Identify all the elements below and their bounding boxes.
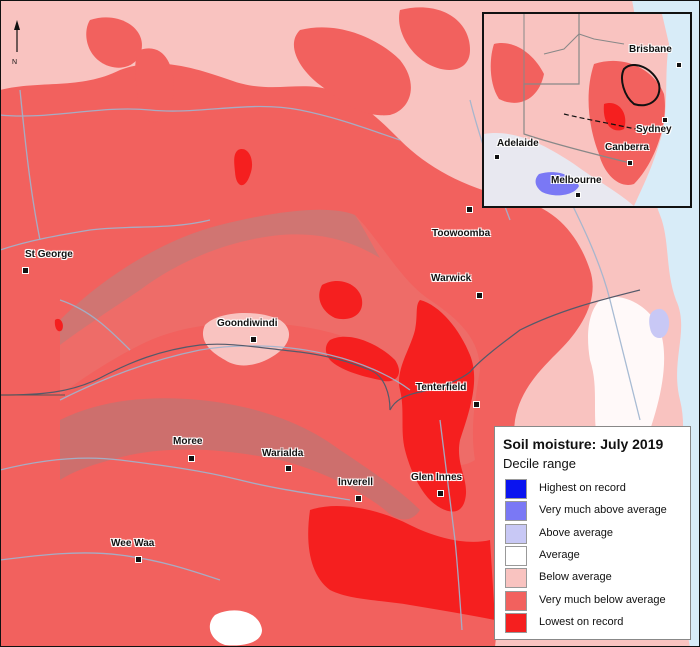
town-label-stgeorge: St George [25, 249, 73, 260]
inset-study-area-outline [621, 64, 661, 107]
legend-swatch-below [505, 568, 527, 588]
inset-map: Brisbane Adelaide Sydney Canberra Melbou… [482, 12, 692, 208]
legend-title: Soil moisture: July 2019 [503, 436, 664, 452]
legend-item-very-much-below: Very much below average [505, 591, 690, 611]
shadow-band-north [60, 209, 380, 345]
town-dot-tenterfield [473, 401, 480, 408]
inset-label-sydney: Sydney [636, 124, 672, 135]
inset-dot-sydney [662, 117, 668, 123]
state-border-line [0, 289, 641, 411]
inset-basin-boundary [543, 33, 625, 55]
inset-map-canvas [484, 14, 690, 206]
legend-item-lowest: Lowest on record [505, 613, 690, 633]
legend-item-highest: Highest on record [505, 479, 690, 499]
town-label-goondiwindi: Goondiwindi [217, 318, 278, 329]
town-dot-glen-innes [437, 490, 444, 497]
legend-label-very-much-below: Very much below average [539, 594, 666, 606]
inset-dot-melbourne [575, 192, 581, 198]
legend-label-below: Below average [539, 571, 612, 583]
river-tributary-3 [559, 179, 641, 421]
north-arrow-label: N [12, 59, 17, 66]
legend-label-very-much-above: Very much above average [539, 504, 667, 516]
legend-panel: Soil moisture: July 2019 Decile range Hi… [494, 426, 691, 640]
inset-lowest [603, 103, 626, 131]
inset-above-average [535, 172, 579, 196]
legend-swatch-very-much-above [505, 501, 527, 521]
river-tributary-1 [19, 89, 41, 241]
below-average-island-goondiwindi [202, 313, 290, 366]
north-arrow-icon: N [12, 20, 20, 66]
very-much-below-average-patch-north [86, 17, 142, 68]
legend-label-above: Above average [539, 527, 613, 539]
inset-dashed-line [563, 113, 650, 133]
very-much-below-average-patch-north-2 [135, 48, 174, 123]
town-label-glen-innes: Glen Innes [411, 472, 463, 483]
lowest-on-record-region-south [308, 505, 495, 620]
river-namoi [0, 552, 221, 581]
legend-subtitle: Decile range [503, 456, 576, 471]
inset-south-region [484, 133, 634, 206]
legend-label-average: Average [539, 549, 580, 561]
inset-dry-west [490, 43, 544, 103]
legend-swatch-very-much-below [505, 591, 527, 611]
legend-label-highest: Highest on record [539, 482, 626, 494]
legend-label-lowest: Lowest on record [539, 616, 624, 628]
town-label-moree: Moree [173, 436, 203, 447]
lowest-on-record-patch-north [319, 280, 363, 320]
inset-dot-brisbane [676, 62, 682, 68]
lowest-on-record-region-east [398, 300, 475, 512]
river-tributary-5 [59, 299, 131, 351]
average-patch-south [209, 610, 262, 646]
river-stgeorge [0, 219, 211, 251]
inset-label-melbourne: Melbourne [551, 175, 602, 186]
above-average-patch [649, 308, 670, 339]
town-dot-stgeorge [22, 267, 29, 274]
town-label-wee-waa: Wee Waa [111, 538, 155, 549]
legend-item-very-much-above: Very much above average [505, 501, 690, 521]
legend-item-above: Above average [505, 524, 690, 544]
transition-band [60, 209, 480, 466]
inset-dry-east [588, 60, 665, 185]
town-label-tenterfield: Tenterfield [416, 382, 467, 393]
river-tributary-4 [439, 419, 463, 631]
town-label-warwick: Warwick [431, 273, 472, 284]
legend-swatch-highest [505, 479, 527, 499]
lowest-on-record-patch-west [54, 318, 63, 332]
average-region-coast [588, 296, 665, 461]
legend-swatch-above [505, 524, 527, 544]
inset-label-adelaide: Adelaide [497, 138, 539, 149]
lowest-on-record-patch-central [325, 336, 400, 382]
legend-swatch-lowest [505, 613, 527, 633]
town-dot-warwick [476, 292, 483, 299]
river-north [0, 105, 401, 141]
inset-label-canberra: Canberra [605, 142, 649, 153]
inset-state-borders [523, 14, 635, 165]
legend-item-below: Below average [505, 568, 690, 588]
inset-label-brisbane: Brisbane [629, 44, 672, 55]
very-much-below-average-patch-north-4 [399, 7, 470, 70]
inset-dot-canberra [627, 160, 633, 166]
shadow-band-south [60, 398, 420, 520]
legend-swatch-average [505, 546, 527, 566]
legend-item-average: Average [505, 546, 690, 566]
town-dot-toowoomba [466, 206, 473, 213]
town-label-inverell: Inverell [338, 477, 374, 488]
lowest-on-record-patch-far-north [234, 149, 253, 186]
town-dot-goondiwindi [250, 336, 257, 343]
town-dot-moree [188, 455, 195, 462]
town-label-warialda: Warialda [262, 448, 304, 459]
river-gwydir [0, 457, 351, 501]
inset-dot-adelaide [494, 154, 500, 160]
very-much-below-average-patch-north-3 [293, 27, 411, 116]
town-label-toowoomba: Toowoomba [432, 228, 491, 239]
town-dot-warialda [285, 465, 292, 472]
town-dot-inverell [355, 495, 362, 502]
town-dot-wee-waa [135, 556, 142, 563]
